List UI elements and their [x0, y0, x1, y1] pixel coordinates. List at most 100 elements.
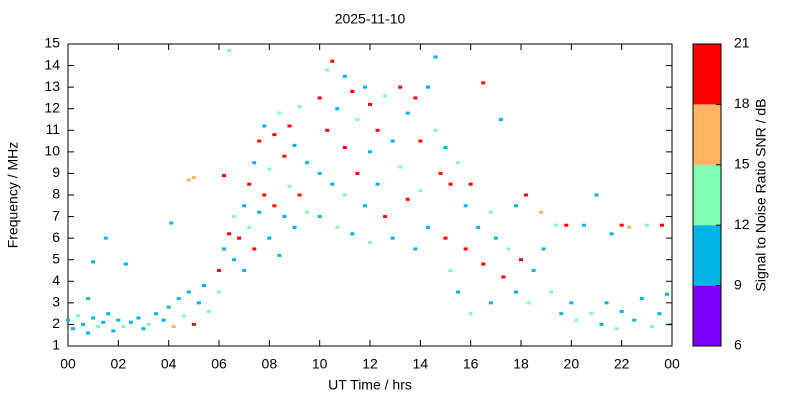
data-point: [267, 167, 272, 171]
y-axis-label: Frequency / MHz: [5, 142, 21, 249]
data-point: [252, 247, 257, 251]
data-point: [282, 215, 287, 219]
data-point: [136, 316, 141, 320]
data-point: [594, 193, 599, 197]
data-point: [644, 223, 649, 227]
y-tick-label: 11: [45, 121, 60, 137]
data-point: [257, 210, 262, 214]
data-point: [242, 269, 247, 272]
data-point: [277, 111, 282, 115]
data-point: [272, 133, 277, 137]
colorbar-tick-label: 6: [734, 337, 742, 353]
data-point: [604, 301, 609, 305]
data-point: [317, 171, 322, 175]
data-point: [493, 236, 498, 240]
data-point: [519, 258, 523, 262]
data-point: [81, 322, 86, 326]
data-point: [342, 146, 347, 150]
data-point: [317, 96, 322, 100]
data-point: [481, 262, 486, 266]
data-point: [513, 204, 518, 208]
data-point: [574, 318, 579, 322]
data-point: [277, 253, 282, 257]
data-point: [513, 290, 518, 294]
data-point: [186, 290, 191, 294]
data-point: [418, 189, 423, 193]
data-point: [237, 236, 242, 240]
colorbar-segment: [693, 225, 721, 286]
data-point: [368, 240, 372, 244]
data-point: [350, 89, 355, 93]
colorbar-tick-label: 9: [734, 276, 742, 292]
data-point: [657, 312, 662, 316]
colorbar-frame: [692, 43, 722, 347]
y-tick-label: 13: [44, 78, 60, 94]
data-point: [186, 178, 191, 182]
data-point: [292, 225, 297, 229]
chart-title: 2025-11-10: [335, 11, 406, 27]
data-point: [116, 318, 121, 322]
data-point: [524, 193, 529, 197]
data-point: [330, 59, 335, 63]
data-point: [106, 312, 111, 316]
data-point: [589, 312, 594, 316]
data-point: [614, 327, 619, 331]
data-point: [297, 193, 302, 197]
y-tick-label: 15: [44, 35, 60, 51]
data-point: [664, 292, 669, 296]
data-point: [247, 225, 252, 229]
data-point: [433, 55, 438, 59]
data-point: [166, 305, 171, 309]
data-point: [355, 118, 360, 121]
data-point: [342, 74, 347, 78]
x-tick-label: 04: [161, 356, 177, 372]
data-point: [390, 236, 395, 240]
data-point: [201, 284, 206, 288]
plot-frame: [67, 43, 673, 347]
data-point: [383, 94, 388, 98]
data-point: [488, 210, 493, 214]
data-point: [413, 96, 418, 100]
data-point: [76, 314, 81, 318]
data-point: [362, 85, 367, 89]
y-tick-label: 12: [44, 99, 60, 115]
colorbar-segment: [693, 285, 721, 346]
data-point: [468, 182, 473, 186]
y-tick-label: 6: [52, 229, 60, 245]
x-tick-label: 20: [564, 356, 580, 372]
data-point: [438, 171, 443, 175]
data-point: [564, 223, 569, 227]
data-point: [632, 318, 637, 322]
data-point: [619, 223, 624, 227]
data-point: [398, 85, 403, 89]
data-point: [297, 105, 302, 109]
data-point: [488, 301, 493, 305]
data-point: [161, 318, 166, 322]
data-point: [86, 297, 91, 301]
data-point: [456, 290, 461, 294]
x-axis-label: UT Time / hrs: [328, 377, 412, 393]
data-point: [292, 143, 297, 147]
data-point: [325, 128, 330, 132]
data-point: [569, 301, 574, 305]
colorbar-tick-label: 15: [734, 156, 750, 172]
data-point: [342, 193, 347, 197]
data-point: [191, 322, 196, 326]
data-point: [539, 210, 544, 214]
data-point: [362, 204, 367, 208]
data-point: [468, 312, 473, 316]
data-point: [463, 247, 468, 251]
data-point: [91, 260, 96, 264]
data-point: [96, 325, 101, 329]
data-point: [368, 102, 372, 106]
data-point: [649, 325, 654, 329]
data-point: [217, 269, 221, 272]
data-point: [330, 182, 335, 186]
y-tick-label: 10: [44, 143, 60, 159]
data-point: [443, 236, 448, 240]
data-point: [111, 329, 116, 333]
y-tick-label: 8: [52, 186, 60, 202]
data-point: [222, 247, 227, 251]
data-point: [463, 204, 468, 208]
